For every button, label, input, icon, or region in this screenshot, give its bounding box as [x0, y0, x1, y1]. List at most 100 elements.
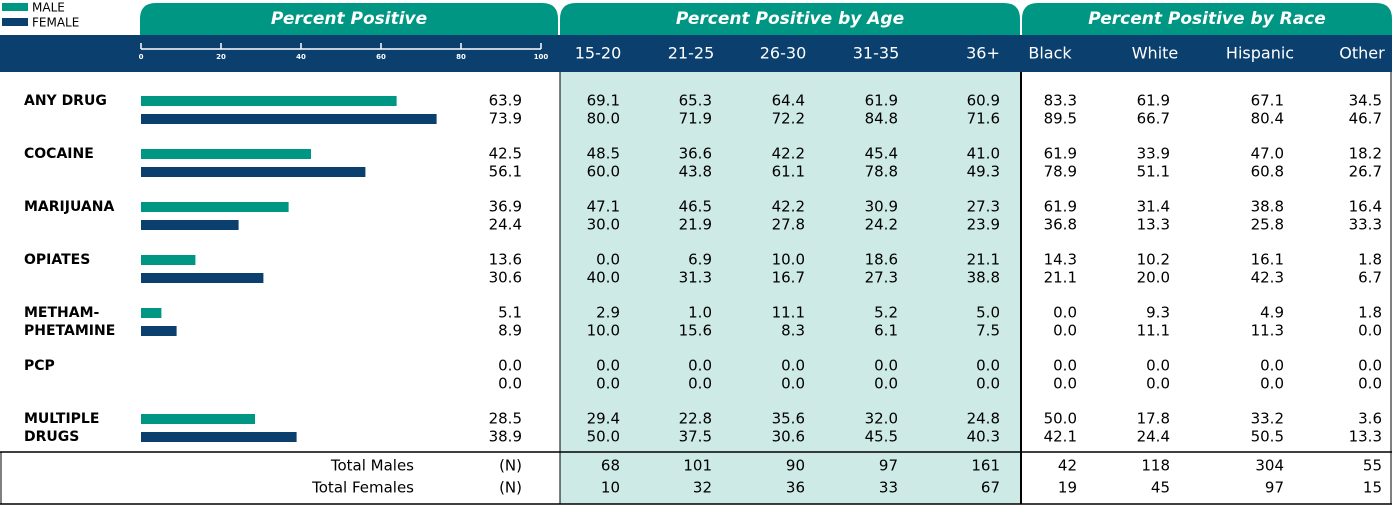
age-value: 35.6 — [772, 410, 805, 428]
race-value: 33.3 — [1349, 216, 1382, 234]
bar — [141, 273, 264, 283]
race-value: 42.1 — [1044, 428, 1077, 446]
age-value: 42.2 — [772, 145, 805, 163]
race-value: 10.2 — [1137, 251, 1170, 269]
race-value: 18.2 — [1349, 145, 1382, 163]
age-value: 27.3 — [865, 269, 898, 287]
value: 24.4 — [489, 216, 522, 234]
value: 42.5 — [489, 145, 522, 163]
age-value: 18.6 — [865, 251, 898, 269]
column-header: 15-20 — [575, 44, 622, 63]
age-value: 16.7 — [772, 269, 805, 287]
section-title: Percent Positive — [271, 9, 427, 29]
age-value: 37.5 — [679, 428, 712, 446]
column-header: 21-25 — [668, 44, 715, 63]
bar — [141, 202, 289, 212]
section-title: Percent Positive by Age — [676, 9, 904, 29]
race-value: 50.5 — [1251, 428, 1284, 446]
bar — [141, 167, 366, 177]
race-value: 66.7 — [1137, 110, 1170, 128]
column-header: Hispanic — [1226, 44, 1294, 63]
age-value: 0.0 — [596, 375, 620, 393]
age-value: 22.8 — [679, 410, 712, 428]
age-value: 84.8 — [865, 110, 898, 128]
age-value: 60.9 — [967, 92, 1000, 110]
row-label: PCP — [24, 358, 55, 374]
race-value: 0.0 — [1053, 322, 1077, 340]
race-value: 13.3 — [1137, 216, 1170, 234]
tick-label: 100 — [534, 53, 549, 61]
race-value: 0.0 — [1260, 357, 1284, 375]
section-title: Percent Positive by Race — [1088, 9, 1326, 29]
age-value: 38.8 — [967, 269, 1000, 287]
total-age: 33 — [879, 479, 898, 497]
age-value: 49.3 — [967, 163, 1000, 181]
race-value: 34.5 — [1349, 92, 1382, 110]
age-value: 15.6 — [679, 322, 712, 340]
age-value: 0.0 — [976, 375, 1000, 393]
total-age: 36 — [786, 479, 805, 497]
total-race: 118 — [1141, 457, 1170, 475]
bar — [141, 432, 297, 442]
race-value: 20.0 — [1137, 269, 1170, 287]
total-race: 55 — [1363, 457, 1382, 475]
total-race: 19 — [1058, 479, 1077, 497]
row-label: DRUGS — [24, 429, 79, 445]
age-value: 2.9 — [596, 304, 620, 322]
race-value: 78.9 — [1044, 163, 1077, 181]
age-value: 21.1 — [967, 251, 1000, 269]
value: 0.0 — [498, 357, 522, 375]
age-value: 27.8 — [772, 216, 805, 234]
age-value: 32.0 — [865, 410, 898, 428]
bar — [141, 414, 255, 424]
column-header: 31-35 — [853, 44, 900, 63]
race-value: 0.0 — [1358, 357, 1382, 375]
age-value: 0.0 — [781, 375, 805, 393]
section-tab — [560, 3, 1020, 36]
bar — [141, 326, 177, 336]
race-value: 0.0 — [1260, 375, 1284, 393]
age-value: 23.9 — [967, 216, 1000, 234]
row-label: MARIJUANA — [24, 199, 114, 215]
age-value: 40.0 — [587, 269, 620, 287]
bar — [141, 114, 437, 124]
age-value: 47.1 — [587, 198, 620, 216]
age-value: 5.2 — [874, 304, 898, 322]
age-value: 45.5 — [865, 428, 898, 446]
age-value: 61.1 — [772, 163, 805, 181]
age-value: 71.6 — [967, 110, 1000, 128]
race-value: 89.5 — [1044, 110, 1077, 128]
race-value: 6.7 — [1358, 269, 1382, 287]
race-value: 0.0 — [1358, 322, 1382, 340]
row-label: METHAM- — [24, 305, 100, 321]
race-value: 4.9 — [1260, 304, 1284, 322]
age-value: 27.3 — [967, 198, 1000, 216]
race-value: 26.7 — [1349, 163, 1382, 181]
tick-label: 20 — [216, 53, 226, 61]
race-value: 33.2 — [1251, 410, 1284, 428]
row-label: PHETAMINE — [24, 323, 115, 339]
total-age: 90 — [786, 457, 805, 475]
value: 36.9 — [489, 198, 522, 216]
race-value: 21.1 — [1044, 269, 1077, 287]
legend-swatch — [2, 3, 28, 11]
value: 0.0 — [498, 375, 522, 393]
age-value: 0.0 — [596, 357, 620, 375]
bar — [141, 220, 239, 230]
value: 56.1 — [489, 163, 522, 181]
age-value: 5.0 — [976, 304, 1000, 322]
age-value: 45.4 — [865, 145, 898, 163]
race-value: 0.0 — [1146, 357, 1170, 375]
total-label: Total Females — [311, 479, 414, 497]
tick-label: 80 — [456, 53, 466, 61]
legend-label: FEMALE — [32, 16, 79, 30]
age-value: 0.0 — [596, 251, 620, 269]
age-value: 69.1 — [587, 92, 620, 110]
row-label: MULTIPLE — [24, 411, 99, 427]
age-value: 64.4 — [772, 92, 805, 110]
age-value: 6.9 — [688, 251, 712, 269]
value: 13.6 — [489, 251, 522, 269]
age-value: 72.2 — [772, 110, 805, 128]
column-header: 36+ — [966, 44, 1000, 63]
value: 63.9 — [489, 92, 522, 110]
